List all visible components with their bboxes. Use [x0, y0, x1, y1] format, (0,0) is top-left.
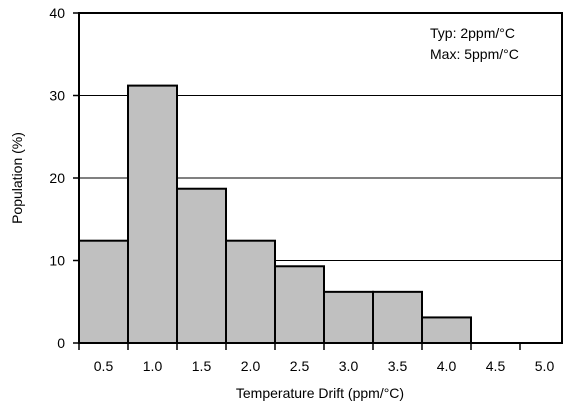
bar	[225, 239, 276, 344]
x-tick-label: 5.0	[535, 358, 555, 374]
y-tick-label: 30	[49, 88, 65, 104]
x-tick-label: 4.5	[486, 358, 506, 374]
annotation-max: Max: 5ppm/°C	[430, 46, 519, 62]
x-tick-label: 2.5	[290, 358, 310, 374]
y-tick-label: 20	[49, 170, 65, 186]
y-axis: 0 10 20 30 40	[49, 5, 79, 351]
x-tick-label: 1.0	[143, 358, 163, 374]
x-axis-label: Temperature Drift (ppm/°C)	[236, 385, 404, 401]
y-tick-label: 40	[49, 5, 65, 21]
y-tick-label: 0	[57, 335, 65, 351]
annotation-typ: Typ: 2ppm/°C	[430, 25, 515, 41]
x-axis: 0.5 1.0 1.5 2.0 2.5 3.0 3.5 4.0 4.5 5.0	[78, 343, 555, 374]
x-tick-label: 0.5	[94, 358, 114, 374]
bar	[274, 265, 325, 344]
x-tick-label: 4.0	[437, 358, 457, 374]
bars	[78, 84, 472, 345]
bar	[323, 290, 374, 345]
x-tick-label: 2.0	[241, 358, 261, 374]
bar	[127, 84, 178, 344]
x-tick-label: 3.5	[388, 358, 408, 374]
x-tick-label: 3.0	[339, 358, 359, 374]
bar	[78, 239, 129, 344]
bar	[176, 187, 227, 344]
y-tick-label: 10	[49, 253, 65, 269]
x-tick-label: 1.5	[192, 358, 212, 374]
bar	[421, 316, 472, 344]
y-axis-label: Population (%)	[9, 132, 25, 224]
bar	[372, 290, 423, 345]
